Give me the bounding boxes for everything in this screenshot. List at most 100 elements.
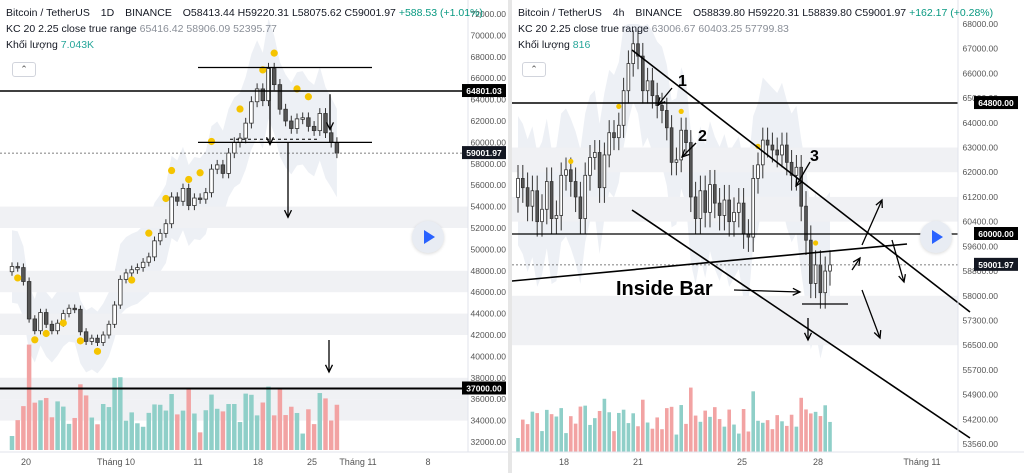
y-tick-label: 53560.00 bbox=[963, 439, 999, 449]
daily-volume-bar bbox=[334, 404, 340, 450]
4h-candle bbox=[717, 202, 722, 216]
daily-indicator-name: KC 20 2.25 close true range bbox=[6, 23, 137, 35]
daily-volume-bar bbox=[306, 409, 311, 450]
daily-volume-bar bbox=[140, 426, 146, 450]
daily-volume-bar bbox=[157, 404, 163, 450]
y-tick-label: 32000.00 bbox=[471, 437, 507, 447]
4h-volume-bar bbox=[713, 407, 717, 452]
daily-header: Bitcoin / TetherUS 1D BINANCE O58413.44 … bbox=[6, 6, 483, 54]
level-price-tag-bg bbox=[974, 227, 1018, 240]
daily-candle bbox=[44, 312, 49, 325]
daily-candle bbox=[243, 122, 248, 139]
4h-candle bbox=[818, 264, 823, 294]
daily-volume-bar bbox=[197, 432, 203, 450]
daily-candle bbox=[55, 322, 60, 332]
breakout-arrow-up bbox=[861, 199, 883, 246]
play-button[interactable] bbox=[412, 221, 444, 253]
4h-candle bbox=[631, 43, 636, 64]
4h-volume-bar bbox=[655, 417, 659, 452]
4h-volume-bar bbox=[698, 421, 703, 452]
4h-volume-bar bbox=[756, 420, 760, 452]
4h-candle bbox=[554, 215, 559, 219]
channel-upper-line bbox=[631, 49, 971, 313]
4h-volume-bar bbox=[602, 398, 607, 452]
4h-volume-bar bbox=[583, 405, 587, 452]
daily-volume-bar bbox=[26, 344, 32, 450]
daily-volume-bar bbox=[214, 408, 220, 450]
play-button[interactable] bbox=[920, 221, 952, 253]
daily-volume-bar bbox=[83, 395, 89, 450]
4h-candle bbox=[732, 211, 736, 223]
daily-volume-bar bbox=[260, 402, 266, 450]
y-tick-label: 54000.00 bbox=[471, 202, 507, 212]
4h-volume-bar bbox=[751, 391, 755, 452]
collapse-legend-button[interactable]: ⌃ bbox=[522, 62, 546, 77]
daily-volume-bar bbox=[100, 404, 106, 450]
y-tick-label: 48000.00 bbox=[471, 266, 507, 276]
price-zone bbox=[512, 295, 958, 321]
daily-volume-bar bbox=[72, 417, 77, 450]
daily-volume-bar bbox=[289, 406, 294, 450]
4h-volume-bar bbox=[650, 428, 655, 452]
4h-candle bbox=[578, 196, 583, 219]
y-tick-label: 56000.00 bbox=[471, 180, 507, 190]
4h-volume-bar bbox=[775, 415, 779, 452]
signal-marker bbox=[93, 347, 102, 355]
4h-volume-bar bbox=[674, 434, 679, 452]
daily-candle bbox=[254, 88, 260, 103]
resistance-price-tag-bg bbox=[974, 96, 1018, 110]
4h-volume-bar bbox=[636, 426, 640, 452]
current-price-tag: 59001.97 bbox=[978, 260, 1014, 270]
y-tick-label: 64000.00 bbox=[471, 95, 507, 105]
4h-candle bbox=[545, 181, 549, 210]
4h-volume-bar bbox=[770, 429, 775, 452]
daily-volume-bar bbox=[106, 407, 112, 450]
4h-volume-bar bbox=[530, 411, 535, 452]
daily-candle bbox=[157, 232, 163, 242]
daily-volume-bar bbox=[89, 417, 95, 450]
4h-volume-bar bbox=[741, 409, 746, 452]
daily-volume-bar bbox=[203, 410, 209, 450]
daily-volume-bar bbox=[192, 413, 197, 450]
target-arrow-head bbox=[283, 209, 293, 219]
daily-candle bbox=[21, 267, 26, 282]
signal-marker bbox=[162, 194, 170, 203]
4h-volume-bar bbox=[804, 409, 808, 452]
signal-marker bbox=[76, 337, 84, 345]
4h-volume-bar bbox=[525, 424, 530, 452]
4h-candle bbox=[708, 184, 712, 213]
collapse-legend-button[interactable]: ⌃ bbox=[12, 62, 36, 77]
4h-candle bbox=[597, 152, 602, 189]
daily-candle bbox=[38, 312, 43, 332]
4h-candle bbox=[756, 164, 760, 179]
x-tick-label: 8 bbox=[425, 457, 430, 467]
4h-volume-bar bbox=[607, 412, 611, 452]
y-tick-label: 63000.00 bbox=[963, 143, 999, 153]
y-tick-label: 57300.00 bbox=[963, 315, 999, 325]
daily-chart-svg[interactable]: 72000.00 70000.00 68000.00 66000.00 64000.00… bbox=[0, 0, 508, 473]
y-tick-label: 44000.00 bbox=[471, 309, 507, 319]
daily-volume-bar bbox=[112, 377, 117, 450]
chart-panel-daily[interactable]: 72000.00 70000.00 68000.00 66000.00 64000.00… bbox=[0, 0, 508, 473]
4h-candle bbox=[660, 105, 664, 111]
breakdown-arrow-long-head bbox=[873, 329, 882, 340]
x-tick-label: 25 bbox=[737, 457, 747, 467]
daily-candle bbox=[146, 256, 151, 263]
current-price-tag: 59001.97 bbox=[466, 148, 502, 158]
4h-volume-bar bbox=[626, 423, 631, 452]
daily-high: H59220.31 bbox=[237, 7, 290, 19]
daily-candle bbox=[49, 323, 55, 332]
4h-candle bbox=[813, 264, 818, 284]
touch-label-1: 1 bbox=[678, 73, 687, 90]
daily-candle bbox=[140, 261, 146, 268]
daily-volume-bar bbox=[254, 415, 260, 450]
4h-candle bbox=[535, 190, 539, 223]
4h-volume-bar bbox=[684, 423, 688, 452]
4h-candle bbox=[722, 199, 727, 216]
4h-volume-bar bbox=[549, 414, 554, 452]
signal-marker bbox=[185, 175, 193, 184]
daily-candle bbox=[249, 101, 254, 124]
4h-candle bbox=[516, 178, 520, 198]
